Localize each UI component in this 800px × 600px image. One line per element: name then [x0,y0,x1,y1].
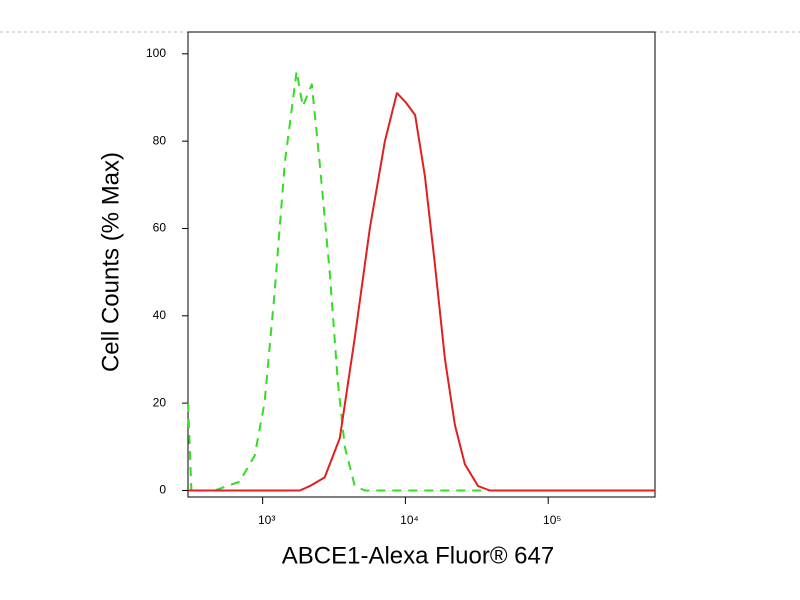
y-tick-label: 80 [153,133,167,147]
y-tick-label: 0 [159,483,166,497]
plot-frame [187,31,656,498]
y-tick-label: 20 [153,395,167,409]
x-axis-label: ABCE1-Alexa Fluor® 647 [282,542,554,569]
y-tick-label: 60 [153,221,167,235]
histogram-line [187,70,655,492]
y-axis-label: Cell Counts (% Max) [97,152,124,372]
x-tick-label: 10⁵ [543,513,561,527]
x-tick-label: 10⁴ [400,513,419,527]
y-tick-label: 100 [146,46,166,60]
histogram-line [188,92,655,492]
y-tick-label: 40 [153,308,167,322]
x-tick-label: 10³ [258,513,275,527]
